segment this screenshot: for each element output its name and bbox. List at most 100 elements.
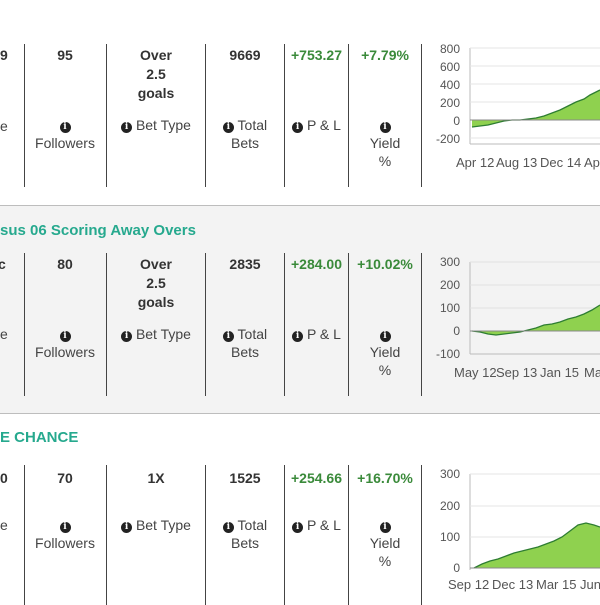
divider <box>106 44 107 187</box>
divider <box>24 253 25 396</box>
y-tick: 100 <box>440 301 460 315</box>
info-circle-icon[interactable]: i <box>222 522 234 533</box>
info-circle-icon[interactable]: i <box>379 522 391 533</box>
yield-label: Yield % <box>369 344 401 378</box>
divider <box>421 44 422 187</box>
info-circle-icon[interactable]: i <box>59 522 71 533</box>
info-circle-icon[interactable]: i <box>121 331 133 342</box>
first-value: ic <box>0 256 6 272</box>
y-tick: 0 <box>453 324 460 338</box>
pl-value: +753.27 <box>291 47 342 63</box>
info-circle-icon[interactable]: i <box>121 122 133 133</box>
total-bets-value: 1525 <box>229 470 261 486</box>
pl-value: +254.66 <box>291 470 342 486</box>
cell-first: ic ne <box>0 206 20 396</box>
x-tick: Jan 15 <box>540 365 579 380</box>
info-circle-icon[interactable]: i <box>121 522 133 533</box>
yield-label: Yield % <box>369 135 401 169</box>
info-circle-icon[interactable]: i <box>59 331 71 342</box>
followers-label: Followers <box>35 535 95 551</box>
info-circle-icon[interactable]: i <box>292 331 304 342</box>
info-circle-icon[interactable]: i <box>222 122 234 133</box>
followers-label: Followers <box>35 344 95 360</box>
x-tick: Ma <box>584 365 600 380</box>
profit-chart-svg: 800 600 400 200 0 -200 Apr 12 Aug 13 Dec… <box>436 44 600 170</box>
yield-value: +10.02% <box>357 256 413 272</box>
divider <box>284 44 285 187</box>
x-tick: Sep 12 <box>448 577 489 592</box>
bet-type-label: Bet Type <box>135 326 191 342</box>
divider <box>348 44 349 187</box>
x-tick: Mar 15 <box>536 577 576 592</box>
info-circle-icon[interactable]: i <box>292 122 304 133</box>
profit-chart-svg: 300 200 100 0 Sep 12 Dec 13 Mar 15 Jun <box>440 467 600 592</box>
total-bets-value: 9669 <box>229 47 261 63</box>
followers-value: 95 <box>57 47 73 63</box>
y-tick: 0 <box>453 561 460 575</box>
y-tick: 800 <box>440 44 460 56</box>
info-circle-icon[interactable]: i <box>379 122 391 133</box>
pl-label: P & L <box>306 117 341 133</box>
y-tick: 300 <box>440 255 460 269</box>
total-bets-value: 2835 <box>229 256 261 272</box>
y-tick: 200 <box>440 96 460 110</box>
divider <box>284 465 285 605</box>
info-circle-icon[interactable]: i <box>292 522 304 533</box>
followers-value: 70 <box>57 470 73 486</box>
y-tick: -200 <box>436 132 460 146</box>
pl-label: P & L <box>306 326 341 342</box>
tipster-row-3: E CHANCE 50 ne 70 i Followers 1X i Bet T… <box>0 413 600 605</box>
x-tick: May 12 <box>454 365 497 380</box>
divider <box>421 465 422 605</box>
y-tick: 400 <box>440 78 460 92</box>
divider <box>205 44 206 187</box>
y-tick: 300 <box>440 467 460 481</box>
first-label: ne <box>0 517 8 533</box>
info-circle-icon[interactable]: i <box>379 331 391 342</box>
info-circle-icon[interactable]: i <box>59 122 71 133</box>
divider <box>205 253 206 396</box>
info-circle-icon[interactable]: i <box>222 331 234 342</box>
profit-chart[interactable]: 300 200 100 0 Sep 12 Dec 13 Mar 15 Jun <box>430 467 600 600</box>
cell-first: 50 ne <box>0 413 20 600</box>
x-tick: Jun <box>580 577 600 592</box>
y-tick: 600 <box>440 60 460 74</box>
divider <box>205 465 206 605</box>
divider <box>106 465 107 605</box>
total-bets-label: Total Bets <box>230 517 268 551</box>
tipster-row-1: 69 ne 95 i Followers Over 2.5 goals i Be… <box>0 0 600 205</box>
divider <box>24 465 25 605</box>
x-tick: Ap <box>584 155 600 170</box>
y-tick: 0 <box>453 114 460 128</box>
total-bets-label: Total Bets <box>230 326 268 360</box>
profit-chart-svg: 300 200 100 0 -100 May 12 Sep 13 Jan 15 … <box>436 255 600 380</box>
tipster-name-link[interactable]: sus 06 Scoring Away Overs <box>0 222 196 239</box>
followers-value: 80 <box>57 256 73 272</box>
pl-label: P & L <box>306 517 341 533</box>
profit-chart[interactable]: 300 200 100 0 -100 May 12 Sep 13 Jan 15 … <box>430 254 600 384</box>
bet-type-value: Over 2.5 goals <box>137 47 175 101</box>
divider <box>24 44 25 187</box>
first-value: 50 <box>0 470 8 486</box>
bet-type-label: Bet Type <box>135 517 191 533</box>
yield-value: +16.70% <box>357 470 413 486</box>
cell-first: 69 ne <box>0 0 20 190</box>
x-tick: Aug 13 <box>496 155 537 170</box>
y-tick: 100 <box>440 530 460 544</box>
y-tick: -100 <box>436 347 460 361</box>
yield-label: Yield % <box>369 535 401 569</box>
profit-chart[interactable]: 800 600 400 200 0 -200 Apr 12 Aug 13 Dec… <box>430 44 600 174</box>
x-tick: Apr 12 <box>456 155 494 170</box>
x-tick: Dec 14 <box>540 155 581 170</box>
first-label: ne <box>0 118 8 134</box>
first-value: 69 <box>0 47 8 63</box>
divider <box>106 253 107 396</box>
tipster-name-link[interactable]: E CHANCE <box>0 429 79 446</box>
divider <box>421 253 422 396</box>
total-bets-label: Total Bets <box>230 117 268 151</box>
divider <box>348 253 349 396</box>
first-label: ne <box>0 326 8 342</box>
divider <box>284 253 285 396</box>
followers-label: Followers <box>35 135 95 151</box>
y-tick: 200 <box>440 278 460 292</box>
